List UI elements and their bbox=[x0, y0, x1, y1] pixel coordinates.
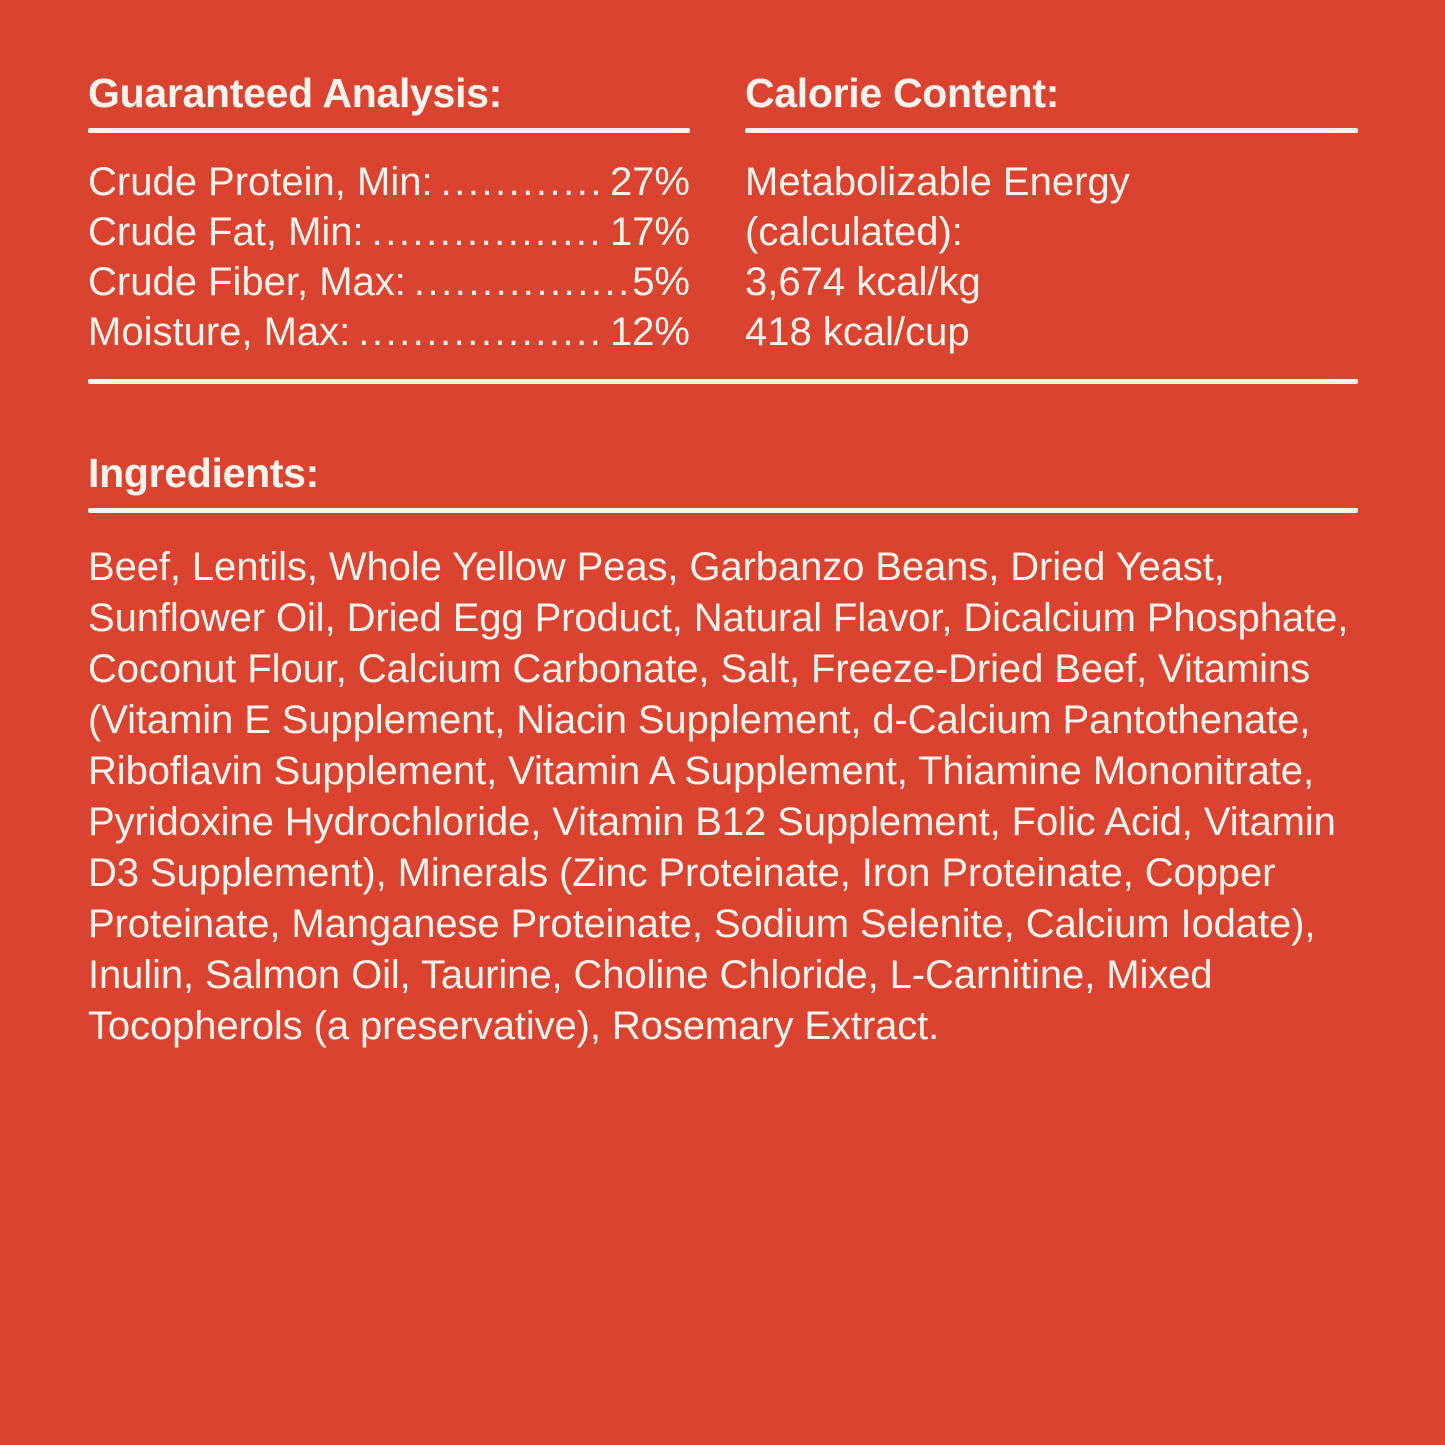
table-row: Crude Protein, Min: ....................… bbox=[88, 157, 690, 207]
calorie-content-heading: Calorie Content: bbox=[745, 70, 1060, 116]
calorie-line: 418 kcal/cup bbox=[745, 310, 970, 355]
nutrient-label: Crude Fiber, Max: bbox=[88, 260, 406, 305]
ingredients-text: Beef, Lentils, Whole Yellow Peas, Garban… bbox=[88, 545, 1349, 1049]
guaranteed-analysis-divider bbox=[88, 128, 690, 134]
guaranteed-analysis-list: Crude Protein, Min: ....................… bbox=[88, 157, 690, 357]
nutrient-value: 17% bbox=[609, 210, 690, 255]
guaranteed-analysis-section: Guaranteed Analysis: Crude Protein, Min:… bbox=[88, 70, 690, 357]
top-section-divider bbox=[88, 379, 1358, 385]
guaranteed-analysis-heading: Guaranteed Analysis: bbox=[88, 70, 503, 116]
calorie-content-section: Calorie Content: Metabolizable Energy (c… bbox=[745, 70, 1358, 357]
table-row: Moisture, Max: .........................… bbox=[88, 307, 690, 357]
nutrient-label: Crude Protein, Min: bbox=[88, 160, 433, 205]
nutrient-label: Crude Fat, Min: bbox=[88, 210, 364, 255]
table-row: Crude Fiber, Max: ......................… bbox=[88, 257, 690, 307]
top-section: Guaranteed Analysis: Crude Protein, Min:… bbox=[88, 70, 1358, 357]
ingredients-heading: Ingredients: bbox=[88, 450, 320, 497]
table-row: Crude Fat, Min: ........................… bbox=[88, 207, 690, 257]
calorie-line: (calculated): bbox=[745, 210, 963, 255]
ingredients-section: Ingredients: Beef, Lentils, Whole Yellow… bbox=[88, 450, 1358, 1052]
nutrient-value: 5% bbox=[632, 260, 690, 305]
leader-dots: ........................................… bbox=[358, 310, 604, 355]
leader-dots: ........................................… bbox=[371, 210, 604, 255]
ingredients-divider bbox=[88, 508, 1358, 514]
calorie-content-divider bbox=[745, 128, 1358, 134]
nutrient-value: 27% bbox=[609, 160, 690, 205]
nutrient-label: Moisture, Max: bbox=[88, 310, 351, 355]
nutrient-value: 12% bbox=[609, 310, 690, 355]
leader-dots: ........................................… bbox=[440, 160, 604, 205]
calorie-content-body: Metabolizable Energy (calculated): 3,674… bbox=[745, 157, 1358, 357]
calorie-line: Metabolizable Energy bbox=[745, 160, 1130, 205]
leader-dots: ........................................… bbox=[413, 260, 626, 305]
calorie-line: 3,674 kcal/kg bbox=[745, 260, 981, 305]
